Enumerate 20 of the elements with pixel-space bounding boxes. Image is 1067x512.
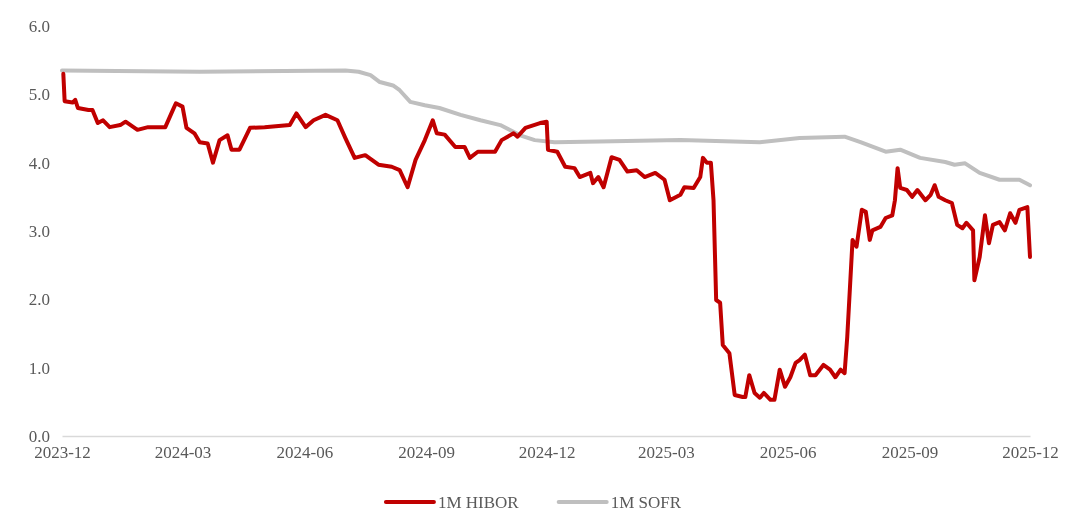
y-tick-label: 5.0 (28, 85, 50, 105)
legend-label: 1M HIBOR (437, 493, 520, 512)
x-tick-label: 2023-12 (34, 443, 91, 463)
y-tick-label: 4.0 (28, 153, 50, 173)
y-tick-label: 0.0 (28, 426, 50, 446)
line-series (60, 68, 1032, 188)
x-tick-label: 2025-12 (1002, 443, 1059, 463)
y-tick-label: 6.0 (28, 16, 50, 36)
line-series (61, 71, 1032, 402)
legend-label: 1M SOFR (610, 493, 682, 512)
y-tick-label: 2.0 (28, 290, 50, 310)
x-tick-label: 2025-06 (759, 443, 817, 463)
x-tick-label: 2024-09 (398, 443, 455, 463)
x-tick-label: 2024-12 (518, 443, 576, 463)
x-tick-label: 2025-09 (881, 443, 939, 463)
x-tick-label: 2024-03 (154, 443, 212, 463)
x-tick-label: 2024-06 (276, 443, 334, 463)
y-tick-label: 3.0 (28, 221, 50, 241)
x-tick-label: 2025-03 (638, 443, 695, 463)
y-tick-label: 1.0 (28, 358, 50, 378)
